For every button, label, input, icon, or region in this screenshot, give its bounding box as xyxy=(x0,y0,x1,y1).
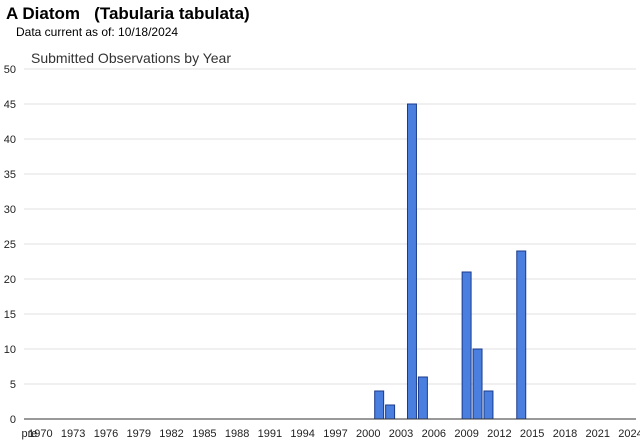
x-tick-label: 1973 xyxy=(61,428,85,440)
data-current-date: Data current as of: 10/18/2024 xyxy=(16,25,179,39)
bars xyxy=(374,103,527,420)
y-tick-label: 30 xyxy=(4,204,16,216)
bar-2004 xyxy=(406,103,417,420)
x-tick-label: 1991 xyxy=(258,428,282,440)
x-tick-label: 2018 xyxy=(553,428,577,440)
x-tick-label: 2009 xyxy=(454,428,478,440)
x-tick-label: 1976 xyxy=(94,428,118,440)
y-tick-label: 25 xyxy=(4,239,16,251)
y-tick-label: 20 xyxy=(4,274,16,286)
bar-2010 xyxy=(472,348,483,420)
x-tick-label: 1979 xyxy=(127,428,151,440)
bar-2011 xyxy=(483,390,494,420)
y-tick-label: 40 xyxy=(4,134,16,146)
x-tick-label: 2024 xyxy=(618,428,640,440)
grid-lines xyxy=(24,68,636,385)
bar-2009 xyxy=(461,271,472,420)
chart-title: Submitted Observations by Year xyxy=(31,50,232,66)
y-tick-label: 5 xyxy=(10,379,16,391)
bar-2014 xyxy=(516,250,527,420)
x-tick-label: 2006 xyxy=(422,428,446,440)
bar-2005 xyxy=(417,376,428,420)
y-tick-label: 45 xyxy=(4,99,16,111)
x-tick-label: 1994 xyxy=(290,428,314,440)
x-tick-label: 1985 xyxy=(192,428,216,440)
y-tick-label: 50 xyxy=(4,64,16,76)
x-tick-label: 2003 xyxy=(389,428,413,440)
x-tick-label: 1970 xyxy=(28,428,52,440)
bar-2001 xyxy=(374,390,385,420)
x-tick-label: 1997 xyxy=(323,428,347,440)
y-axis-ticks: 0 5 10 15 20 25 30 35 40 45 50 xyxy=(4,64,16,426)
x-tick-label: 2015 xyxy=(520,428,544,440)
x-tick-label: pre xyxy=(22,428,38,440)
species-title: A Diatom (Tabularia tabulata) xyxy=(6,4,250,23)
y-tick-label: 15 xyxy=(4,309,16,321)
y-tick-label: 35 xyxy=(4,169,16,181)
x-tick-label: 1982 xyxy=(159,428,183,440)
x-tick-label: 1988 xyxy=(225,428,249,440)
y-tick-label: 0 xyxy=(10,414,16,426)
x-tick-label: 2021 xyxy=(586,428,610,440)
y-tick-label: 10 xyxy=(4,344,16,356)
x-tick-label: 2012 xyxy=(487,428,511,440)
x-tick-label: 2000 xyxy=(356,428,380,440)
bar-2002 xyxy=(385,404,396,420)
